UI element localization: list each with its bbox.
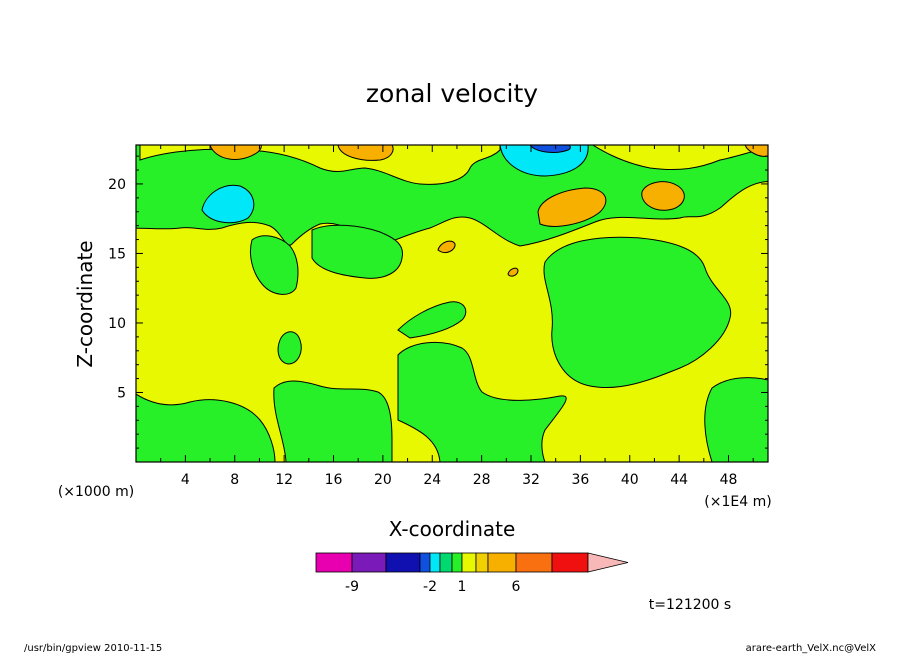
y-tick-label: 10	[108, 316, 126, 332]
contour-field	[136, 145, 768, 462]
x-unit-label: (×1000 m)	[58, 484, 134, 500]
contour-green-bottom-left	[136, 393, 276, 462]
colorbar-cell	[419, 552, 431, 573]
footer-right: arare-earth_VelX.nc@VelX	[746, 643, 877, 654]
colorbar-cell	[385, 552, 421, 573]
colorbar-tick-label: 1	[458, 579, 467, 595]
contour-green-bottom-right	[704, 377, 768, 462]
x-tick-label: 20	[374, 472, 392, 488]
colorbar-arrow	[587, 552, 629, 573]
contour-green-diagonal	[397, 301, 467, 339]
chart-title: zonal velocity	[366, 79, 538, 108]
contour-orange-top2	[337, 145, 394, 161]
x-tick-label: 8	[230, 472, 239, 488]
x-tick-label: 28	[473, 472, 491, 488]
x-tick-label: 40	[621, 472, 639, 488]
colorbar-tick-label: -9	[345, 579, 359, 595]
contour-green-small	[277, 331, 302, 365]
x-axis-label: X-coordinate	[389, 517, 516, 541]
y-tick-label: 5	[117, 385, 126, 401]
colorbar-cell	[461, 552, 477, 573]
plot-frame	[135, 144, 769, 463]
colorbar	[315, 552, 629, 573]
contour-green-bottom-mid	[273, 380, 393, 462]
colorbar-cell	[551, 552, 589, 573]
contour-green-right	[543, 236, 732, 389]
contour-green-top	[136, 145, 768, 247]
colorbar-tick-label: -2	[423, 579, 437, 595]
x-tick-label: 32	[522, 472, 540, 488]
colorbar-cell	[515, 552, 553, 573]
colorbar-cell	[487, 552, 517, 573]
x-tick-label: 48	[720, 472, 738, 488]
colorbar-tick-label: 6	[512, 579, 521, 595]
x-tick-label: 44	[670, 472, 688, 488]
colorbar-cell	[439, 552, 453, 573]
colorbar-cell	[351, 552, 387, 573]
contour-orange-small1	[437, 240, 456, 253]
colorbar-cell	[315, 552, 353, 573]
contour-orange-mid2	[641, 181, 685, 211]
colorbar-ticks: -9 -2 1 6	[345, 579, 521, 595]
colorbar-cell	[451, 552, 463, 573]
footer-left: /usr/bin/gpview 2010-11-15	[24, 643, 162, 654]
contour-orange-top3	[744, 145, 768, 157]
contour-orange-mid1	[537, 187, 607, 227]
x-tick-label: 24	[423, 472, 441, 488]
x-tick-label: 12	[275, 472, 293, 488]
y-tick-label: 20	[108, 177, 126, 193]
x-tick-label: 4	[181, 472, 190, 488]
x-scale-label: (×1E4 m)	[704, 494, 771, 510]
x-axis: 4 8 12 16 20 24 28 32 36 40 44 48	[160, 145, 754, 488]
time-label: t=121200 s	[649, 597, 731, 613]
colorbar-cell	[429, 552, 441, 573]
contour-green-left	[249, 235, 299, 295]
y-axis: 5 10 15 20	[108, 155, 768, 449]
colorbar-cell	[475, 552, 489, 573]
y-axis-label: Z-coordinate	[73, 240, 97, 367]
contour-cyan-left	[201, 184, 255, 224]
contour-cyan-top	[499, 145, 589, 177]
y-tick-label: 15	[108, 246, 126, 262]
contour-green-middle	[311, 224, 404, 279]
x-tick-label: 16	[325, 472, 343, 488]
x-tick-label: 36	[571, 472, 589, 488]
contour-orange-small2	[507, 267, 519, 277]
